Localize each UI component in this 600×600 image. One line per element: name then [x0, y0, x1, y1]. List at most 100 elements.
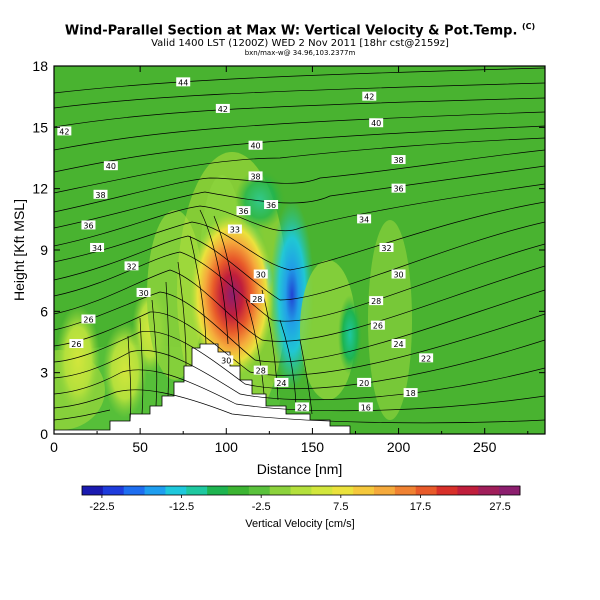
y-tick-label: 15	[32, 119, 48, 135]
plot-area: 44 42 42 42 40 40 40 38 38 38 36 36 36 36 34 33 34 32 32 30…	[54, 66, 545, 434]
isentrope-line	[54, 409, 111, 421]
isentrope-label-box	[248, 140, 263, 150]
isentrope-line	[54, 149, 545, 213]
isentrope-label-box	[81, 220, 96, 230]
isentrope-label: 42	[59, 127, 69, 136]
colorbar-swatch	[457, 486, 479, 495]
colorbar-swatch	[123, 486, 146, 495]
isentrope-label-box	[391, 155, 406, 165]
isentrope-label-box	[362, 91, 377, 101]
isentrope-label: 32	[381, 244, 391, 253]
isentrope-label-box	[253, 365, 268, 375]
colorbar-swatch	[248, 486, 271, 495]
field-blob	[103, 322, 147, 418]
isentrope-line	[54, 330, 545, 390]
isentrope-label-box	[295, 402, 310, 412]
isentrope-label: 34	[92, 244, 102, 253]
isentrope-line	[54, 201, 545, 271]
isentrope-line	[54, 221, 545, 301]
isentrope-label-box	[391, 269, 406, 279]
chart-subtitle: Valid 1400 LST (1200Z) WED 2 Nov 2011 [1…	[151, 38, 449, 49]
isentrope-label-box	[215, 103, 230, 113]
colorbar-frame	[81, 485, 521, 496]
colorbar-label: Vertical Velocity [cm/s]	[245, 518, 354, 530]
isentrope-label: 44	[178, 78, 188, 87]
y-tick-label: 6	[40, 303, 48, 319]
isentrope-label-box	[358, 402, 373, 412]
x-tick-label: 200	[387, 439, 411, 455]
isentrope-label-box	[176, 77, 191, 87]
isentrope-label-box	[379, 242, 394, 252]
isentrope-line	[177, 261, 187, 367]
isentrope-label: 28	[252, 295, 262, 304]
isentrope-line	[139, 317, 144, 415]
isentrope-line	[54, 165, 545, 229]
isentrope-label: 33	[230, 226, 240, 235]
isentrope-label-box	[369, 118, 384, 128]
y-tick-label: 18	[32, 58, 48, 74]
isentrope-label: 28	[371, 297, 381, 306]
isentrope-line	[151, 299, 158, 407]
colorbar-swatch	[478, 486, 500, 495]
x-tick-label: 250	[473, 439, 497, 455]
isentrope-label-box	[357, 214, 372, 224]
isentrope-label: 22	[297, 403, 307, 412]
isentrope-label-box	[250, 294, 265, 304]
isentrope-line	[279, 319, 297, 407]
y-tick-label: 0	[40, 426, 48, 442]
isentrope-label: 28	[256, 367, 266, 376]
colorbar-swatch	[269, 486, 292, 495]
isentrope-line	[54, 183, 545, 247]
colorbar-swatch	[311, 486, 333, 495]
colorbar-tick-label: 17.5	[410, 501, 431, 513]
isentrope-line	[54, 389, 545, 424]
isentrope-label: 24	[276, 379, 286, 388]
colorbar-tick-label: 7.5	[333, 501, 348, 513]
isentrope-label: 26	[83, 316, 93, 325]
colorbar-swatch	[290, 486, 312, 495]
isentrope-label: 30	[256, 271, 266, 280]
isentrope-label: 34	[359, 215, 369, 224]
isentrope-label-box	[370, 320, 385, 330]
isentrope-line	[189, 235, 207, 345]
isentrope-label-box	[248, 171, 263, 181]
colorbar-swatch	[207, 486, 229, 495]
isentrope-label-box	[227, 224, 242, 234]
colorbar-swatch	[144, 486, 166, 495]
y-tick-label: 12	[32, 181, 48, 197]
y-tick-label: 9	[40, 242, 48, 258]
isentrope-label-box	[253, 269, 268, 279]
isentrope-label-box	[369, 296, 384, 306]
colorbar-tick-label: -22.5	[89, 501, 114, 513]
x-tick-label: 150	[301, 439, 325, 455]
y-tick-label: 3	[40, 365, 48, 381]
isentrope-line	[261, 289, 279, 401]
isentrope-label-box	[90, 242, 105, 252]
colorbar-swatch	[374, 486, 396, 495]
colorbar-swatch	[228, 486, 250, 495]
x-tick-label: 0	[50, 439, 58, 455]
isentrope-line	[213, 215, 241, 367]
isentrope-label-box	[264, 200, 279, 210]
isentrope-label: 40	[106, 162, 116, 171]
isentrope-label: 36	[238, 207, 248, 216]
isentrope-label-box	[136, 287, 151, 297]
isentrope-label-box	[274, 377, 289, 387]
isentrope-line	[54, 265, 545, 342]
colorbar-tick-label: 27.5	[489, 501, 510, 513]
colorbar-swatch	[415, 486, 438, 495]
colorbar-swatch	[394, 486, 417, 495]
isentrope-label: 42	[218, 105, 228, 114]
colorbar-swatch	[186, 486, 208, 495]
isentrope-label: 36	[266, 201, 276, 210]
isentrope-line	[54, 137, 545, 194]
isentrope-label: 30	[393, 271, 403, 280]
x-axis-label: Distance [nm]	[257, 461, 343, 477]
isentrope-line	[54, 289, 545, 363]
isentrope-label: 30	[138, 289, 148, 298]
isentrope-label: 24	[393, 340, 403, 349]
isentrope-line	[127, 335, 132, 422]
colorbar-swatch	[165, 486, 187, 495]
